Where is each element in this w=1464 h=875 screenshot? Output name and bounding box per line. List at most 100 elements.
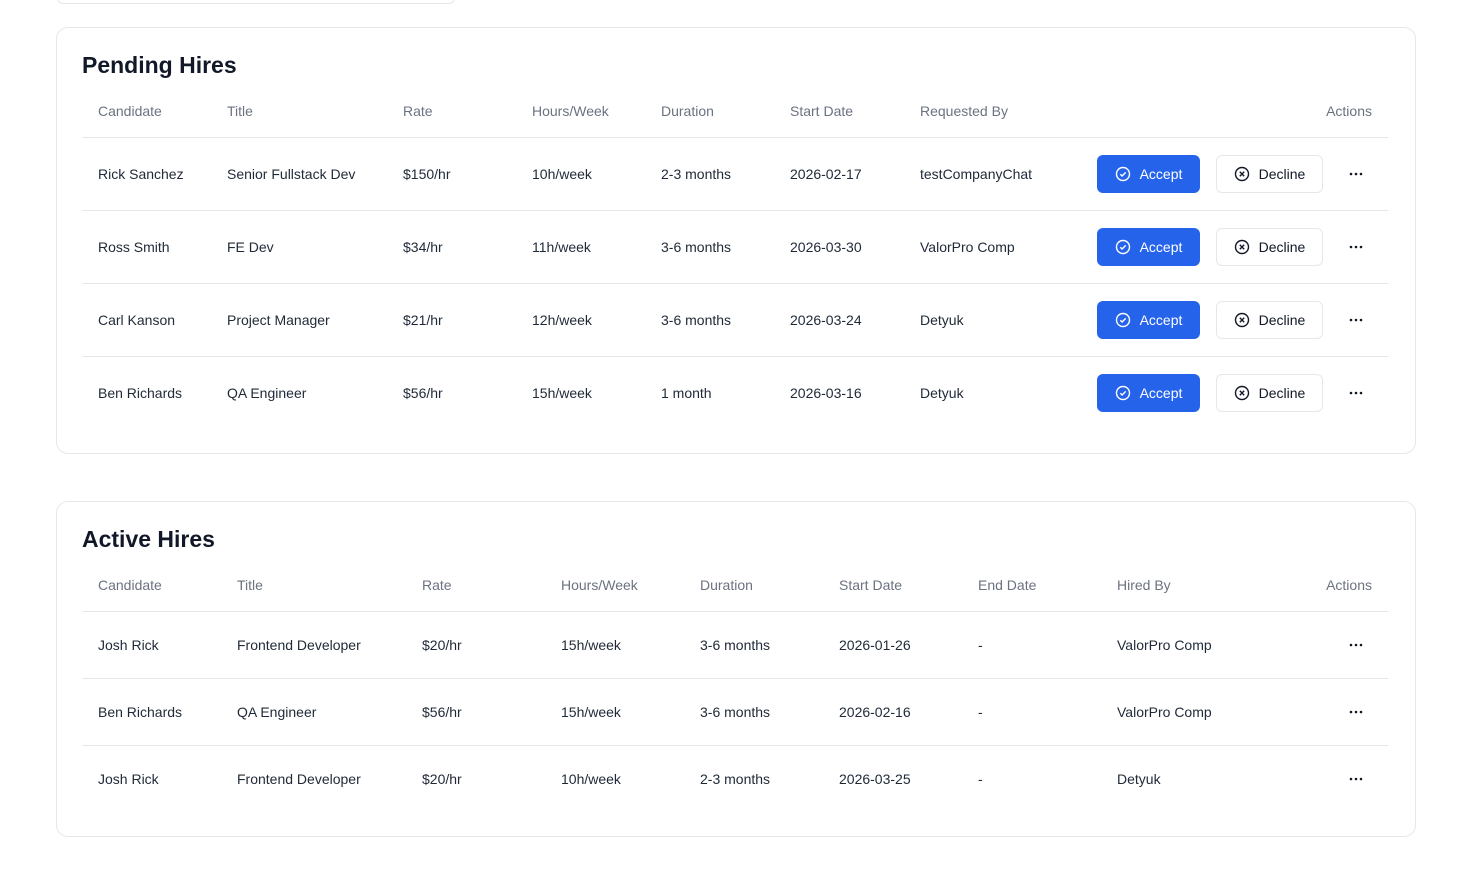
active-hires-card: Active Hires Candidate Title Rate Hours/Wee… <box>56 501 1416 837</box>
accept-button[interactable]: Accept <box>1097 228 1200 266</box>
table-cell: $56/hr <box>403 385 443 401</box>
table-cell: 15h/week <box>545 678 684 746</box>
more-button[interactable] <box>1339 377 1372 409</box>
active-table: Candidate Title Rate Hours/Week Duration Star… <box>82 559 1388 812</box>
check-icon <box>1115 239 1130 255</box>
check-icon <box>1115 312 1130 328</box>
table-cell: $20/hr <box>406 611 545 679</box>
decline-button[interactable]: Decline <box>1216 374 1323 412</box>
table-row: Josh Rick Frontend Developer $20/hr 15h/wee… <box>82 611 1388 679</box>
accept-button[interactable]: Accept <box>1097 155 1200 193</box>
table-cell: 15h/week <box>532 385 592 401</box>
table-cell: 2026-03-24 <box>774 283 904 357</box>
actions-cell <box>1251 611 1388 679</box>
pending-hires-card: Pending Hires Candidate Title Rate Hours/We… <box>56 27 1416 454</box>
button-label: Decline <box>1258 312 1306 328</box>
table-cell: 2-3 months <box>700 771 771 787</box>
table-cell: Project Manager <box>211 283 387 357</box>
table-cell: Ben Richards <box>82 678 221 746</box>
table-cell: 3-6 months <box>684 611 823 679</box>
accept-button[interactable]: Accept <box>1097 301 1200 339</box>
table-cell: QA Engineer <box>221 678 406 746</box>
column-header: Actions <box>1251 559 1388 612</box>
table-cell: 10h/week <box>516 137 645 211</box>
table-cell: $20/hr <box>422 771 462 787</box>
more-button[interactable] <box>1339 304 1372 336</box>
table-cell: 2026-02-16 <box>823 678 962 746</box>
table-cell: ValorPro Comp <box>1101 678 1251 746</box>
dots-icon <box>1349 777 1362 781</box>
more-button[interactable] <box>1339 629 1372 661</box>
table-cell: $56/hr <box>406 678 545 746</box>
column-header: Hours/Week <box>516 85 645 138</box>
button-label: Accept <box>1139 166 1183 182</box>
x-icon <box>1234 312 1249 328</box>
table-cell: QA Engineer <box>227 385 307 401</box>
table-cell: 11h/week <box>516 210 645 284</box>
column-header: Start Date <box>823 559 962 612</box>
actions: Accept Decline <box>1097 374 1372 412</box>
x-icon <box>1234 385 1249 401</box>
card-title: Active Hires <box>82 526 215 552</box>
more-button[interactable] <box>1339 231 1372 263</box>
button-label: Accept <box>1139 312 1183 328</box>
actions-cell: Accept Decline <box>1064 357 1388 430</box>
table-cell: 2026-01-26 <box>823 611 962 679</box>
button-label: Decline <box>1258 239 1306 255</box>
table-cell: Frontend Developer <box>221 611 406 679</box>
table-cell: 3-6 months <box>684 678 823 746</box>
dots-icon <box>1349 318 1362 322</box>
column-header: Rate <box>387 85 516 138</box>
button-label: Decline <box>1258 166 1306 182</box>
table-cell: 15h/week <box>545 611 684 679</box>
x-icon <box>1234 239 1249 255</box>
x-icon <box>1234 166 1249 182</box>
table-cell: testCompanyChat <box>904 137 1064 211</box>
actions-cell: Accept Decline <box>1064 137 1388 211</box>
decline-button[interactable]: Decline <box>1216 155 1323 193</box>
table-cell: Rick Sanchez <box>82 137 211 211</box>
more-button[interactable] <box>1339 763 1372 795</box>
column-header: Title <box>211 85 387 138</box>
more-button[interactable] <box>1339 696 1372 728</box>
column-header: End Date <box>962 559 1101 612</box>
column-header: Requested By <box>904 85 1064 138</box>
table-cell: ValorPro Comp <box>904 210 1064 284</box>
table-cell: Ross Smith <box>82 210 211 284</box>
actions-cell: Accept Decline <box>1064 210 1388 284</box>
dots-icon <box>1349 172 1362 176</box>
table-row: Ben Richards QA Engineer $56/hr 15h/week 3-6… <box>82 678 1388 746</box>
table-cell: Ben Richards <box>98 385 183 401</box>
actions <box>1339 629 1372 661</box>
column-header: Start Date <box>774 85 904 138</box>
table-cell: Josh Rick <box>98 771 159 787</box>
button-label: Accept <box>1139 239 1183 255</box>
table-cell: $150/hr <box>387 137 516 211</box>
table-cell: 12h/week <box>516 283 645 357</box>
check-icon <box>1115 166 1130 182</box>
table-cell: Detyuk <box>904 283 1064 357</box>
column-header: Candidate <box>82 85 211 138</box>
check-icon <box>1115 385 1130 401</box>
table-cell: 2026-02-17 <box>774 137 904 211</box>
table-row: Ross Smith FE Dev $34/hr 11h/week 3-6 months… <box>82 210 1388 284</box>
table-cell: 3-6 months <box>645 283 774 357</box>
decline-button[interactable]: Decline <box>1216 228 1323 266</box>
table-cell: - <box>978 771 983 787</box>
column-header: Hired By <box>1101 559 1251 612</box>
decline-button[interactable]: Decline <box>1216 301 1323 339</box>
actions <box>1339 763 1372 795</box>
table-cell: Senior Fullstack Dev <box>211 137 387 211</box>
table-cell: 3-6 months <box>645 210 774 284</box>
actions: Accept Decline <box>1097 155 1372 193</box>
more-button[interactable] <box>1339 158 1372 190</box>
actions: Accept Decline <box>1097 228 1372 266</box>
table-cell: $34/hr <box>387 210 516 284</box>
accept-button[interactable]: Accept <box>1097 374 1200 412</box>
table-row: Ben Richards QA Engineer $56/hr 15h/week 1 m… <box>82 357 1388 430</box>
column-header: Title <box>221 559 406 612</box>
column-header: Actions <box>1064 85 1388 138</box>
table-cell: 10h/week <box>561 771 621 787</box>
dots-icon <box>1349 643 1362 647</box>
column-header: Hours/Week <box>545 559 684 612</box>
